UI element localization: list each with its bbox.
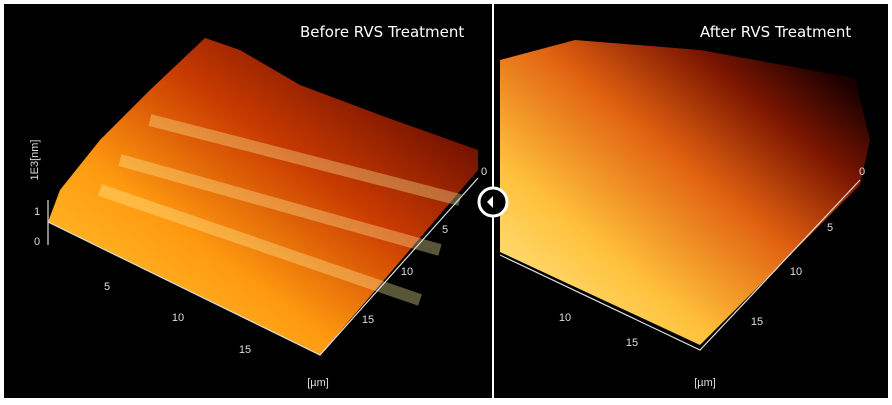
y-tick: 5 (827, 222, 833, 234)
after-panel: 10 15 0 5 10 15 [µm] After RVS Treatment (499, 23, 870, 389)
before-panel: 1E3[nm] 1 0 5 10 15 0 5 10 15 [µm] Befor… (29, 23, 487, 389)
y-tick: 15 (751, 316, 763, 328)
x-tick: 10 (559, 312, 571, 324)
x-tick: 10 (172, 312, 184, 324)
y-tick: 10 (790, 266, 802, 278)
y-tick: 10 (401, 266, 413, 278)
z-tick: 0 (34, 236, 40, 248)
slider-handle[interactable] (477, 4, 509, 398)
after-label: After RVS Treatment (700, 23, 851, 41)
y-tick: 5 (442, 224, 448, 236)
y-tick: 0 (481, 166, 487, 178)
unit-label: [µm] (307, 377, 329, 389)
axis-lines (499, 179, 861, 351)
x-tick: 15 (626, 337, 638, 349)
x-tick: 5 (104, 281, 110, 293)
after-surface (500, 40, 870, 345)
z-axis-label: 1E3[nm] (29, 140, 41, 181)
y-tick: 0 (859, 166, 865, 178)
axis-lines (47, 177, 479, 356)
x-tick: 15 (239, 344, 251, 356)
slider-arrow (487, 196, 493, 208)
z-tick: 1 (34, 206, 40, 218)
surface-ridges (98, 114, 462, 306)
unit-label: [µm] (694, 377, 716, 389)
y-tick: 15 (362, 314, 374, 326)
before-surface (48, 38, 478, 355)
before-label: Before RVS Treatment (300, 23, 464, 41)
